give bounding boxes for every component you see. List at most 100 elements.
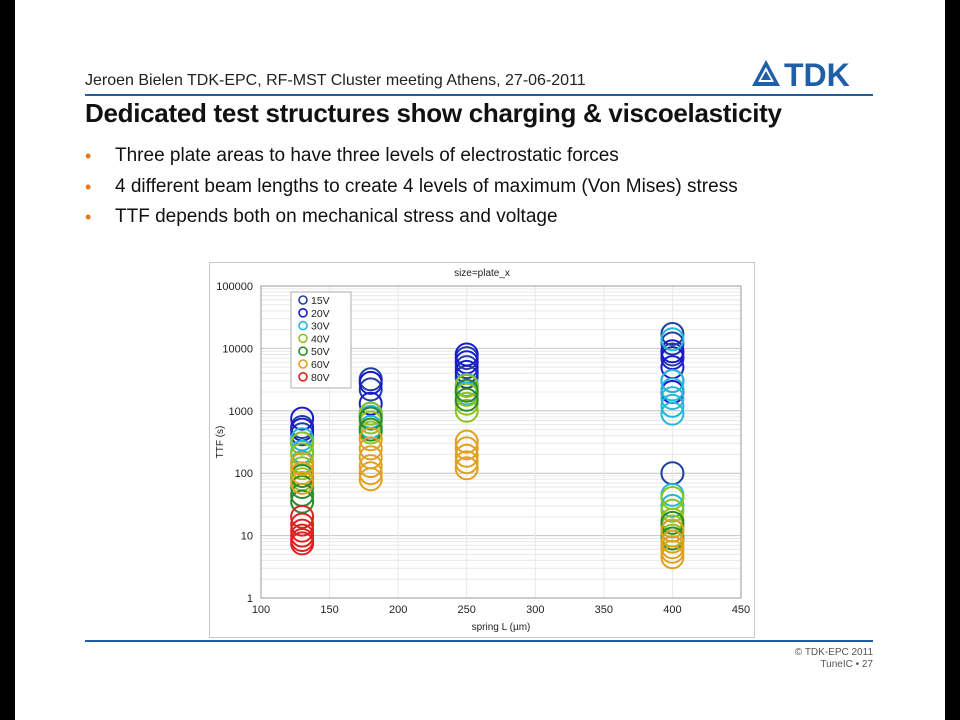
data-point-30v xyxy=(660,401,685,426)
logo-wordmark: TDK xyxy=(784,58,850,90)
data-point-40v xyxy=(660,498,685,523)
legend-swatch xyxy=(298,333,308,344)
legend-swatch xyxy=(298,307,308,318)
x-tick-label: 450 xyxy=(732,604,750,616)
y-tick-label: 10 xyxy=(241,531,253,543)
x-tick-label: 400 xyxy=(663,604,681,616)
data-point-20v xyxy=(358,370,383,395)
legend-label: 80V xyxy=(311,372,330,384)
chart-ticks: 100 150 200 250 300 350 400 450 1 10 100 1000 10000 1… xyxy=(216,281,750,616)
data-point-30v xyxy=(660,327,685,352)
x-tick-label: 250 xyxy=(458,604,476,616)
data-point-20v xyxy=(358,391,383,416)
x-tick-label: 100 xyxy=(252,604,270,616)
data-point-80v xyxy=(290,504,315,529)
data-point-20v xyxy=(290,406,315,431)
data-point-50v xyxy=(454,387,479,412)
data-point-60v xyxy=(358,436,383,461)
data-point-30v xyxy=(660,386,685,411)
data-point-20v xyxy=(660,339,685,364)
tdk-emblem-icon xyxy=(752,60,780,86)
bullet-item: • Three plate areas to have three levels … xyxy=(85,143,738,174)
x-tick-label: 350 xyxy=(595,604,613,616)
data-point-60v xyxy=(454,436,479,461)
data-point-15v xyxy=(358,377,383,402)
footer-copyright: © TDK-EPC 2011 xyxy=(794,647,873,658)
data-point-60v xyxy=(660,539,685,564)
data-point-60v xyxy=(454,456,479,481)
tdk-logo: TDK xyxy=(752,58,850,90)
data-point-30v xyxy=(660,393,685,418)
legend-label: 40V xyxy=(311,333,330,345)
data-point-20v xyxy=(454,342,479,367)
legend-swatch xyxy=(298,372,308,382)
data-point-60v xyxy=(454,450,479,475)
data-point-60v xyxy=(290,470,315,495)
legend-label: 30V xyxy=(311,321,330,333)
data-point-60v xyxy=(290,452,315,477)
data-point-60v xyxy=(660,545,685,570)
plot-area xyxy=(260,285,742,599)
data-point-15v xyxy=(660,322,685,347)
y-tick-label: 100000 xyxy=(216,281,253,293)
data-point-80v xyxy=(290,512,315,537)
bullet-item: • TTF depends both on mechanical stress a… xyxy=(85,204,738,235)
bullet-text: 4 different beam lengths to create 4 lev… xyxy=(115,175,738,197)
bullet-text: Three plate areas to have three levels o… xyxy=(115,145,619,166)
data-point-30v xyxy=(660,369,685,394)
y-tick-label: 10000 xyxy=(222,343,253,355)
bullet-dot-icon: • xyxy=(85,146,92,166)
y-tick-label: 1 xyxy=(247,593,253,605)
chart-title: size=plate_x xyxy=(454,268,510,279)
legend-label: 50V xyxy=(311,346,330,358)
data-point-60v xyxy=(358,461,383,486)
chart-marks xyxy=(290,322,685,570)
slide-title: Dedicated test structures show charging … xyxy=(85,98,782,128)
header-rule xyxy=(85,94,873,96)
x-axis-label: spring L (µm) xyxy=(472,622,531,633)
data-point-60v xyxy=(454,443,479,468)
bullet-text: TTF depends both on mechanical stress an… xyxy=(115,206,558,227)
legend-swatch xyxy=(298,359,308,369)
footer-rule xyxy=(85,640,873,642)
slide: Jeroen Bielen TDK-EPC, RF-MST Cluster me… xyxy=(15,0,945,720)
data-point-60v xyxy=(358,427,383,452)
data-point-60v xyxy=(358,467,383,492)
data-point-30v xyxy=(660,493,685,518)
data-point-50v xyxy=(660,510,685,535)
data-point-80v xyxy=(290,518,315,543)
bullet-item: • 4 different beam lengths to create 4 le… xyxy=(85,174,738,205)
bullet-dot-icon: • xyxy=(85,176,92,197)
y-axis-label: TTF (s) xyxy=(215,426,226,459)
data-point-50v xyxy=(358,406,383,431)
legend-label: 60V xyxy=(311,359,330,371)
data-point-60v xyxy=(660,529,685,554)
y-tick-label: 100 xyxy=(235,468,253,480)
data-point-40v xyxy=(454,398,479,423)
x-tick-label: 150 xyxy=(320,604,338,616)
legend-swatch xyxy=(298,346,308,356)
data-point-30v xyxy=(660,377,685,402)
legend-swatch xyxy=(298,295,308,305)
data-point-60v xyxy=(358,454,383,479)
ttf-chart: size=plate_x 100 150 200 250 300 350 400 450110… xyxy=(209,262,755,638)
legend-swatch xyxy=(298,320,308,331)
legend-label: 15V xyxy=(311,295,330,307)
x-tick-label: 200 xyxy=(389,604,407,616)
data-point-40v xyxy=(290,431,315,456)
bullet-dot-icon: • xyxy=(85,207,92,227)
data-point-60v xyxy=(290,461,315,486)
footer-page: TuneIC • 27 xyxy=(820,659,873,670)
y-tick-label: 1000 xyxy=(229,406,253,418)
legend-box xyxy=(290,291,352,389)
data-point-80v xyxy=(290,531,315,556)
slide-header: Jeroen Bielen TDK-EPC, RF-MST Cluster me… xyxy=(85,72,586,89)
x-tick-label: 300 xyxy=(526,604,544,616)
legend-label: 20V xyxy=(311,308,330,320)
bullet-list: • Three plate areas to have three levels … xyxy=(85,143,738,235)
data-point-50v xyxy=(358,417,383,442)
data-point-50v xyxy=(454,378,479,403)
data-point-60v xyxy=(454,429,479,454)
data-point-40v xyxy=(358,401,383,426)
